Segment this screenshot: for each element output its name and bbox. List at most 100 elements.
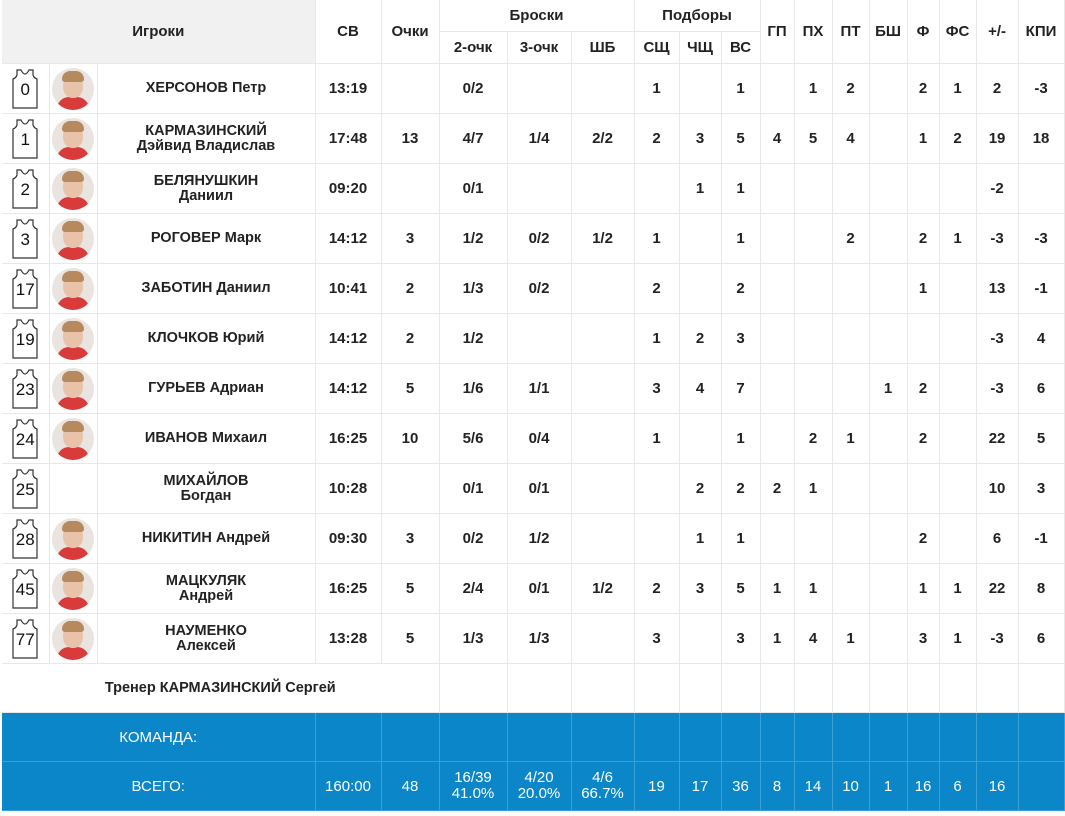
player-three-pt: 1/4	[507, 113, 572, 164]
player-two-pt: 0/2	[439, 513, 508, 564]
player-fouls	[907, 463, 940, 514]
player-turnovers: 2	[832, 63, 870, 114]
totals-assists: 8	[760, 761, 795, 811]
player-row[interactable]: 17 ЗАБОТИН Даниил 10:41 2 1/3 0/2 2 2 1 13 -1	[2, 263, 1065, 314]
player-name-cell[interactable]: КАРМАЗИНСКИЙ Дэйвид Владислав	[97, 113, 316, 164]
player-turnovers	[832, 263, 870, 314]
player-last-name[interactable]: НИКИТИН Андрей	[141, 530, 271, 546]
player-name-cell[interactable]: ЗАБОТИН Даниил	[97, 263, 316, 314]
player-assists	[760, 163, 795, 214]
jersey-icon: 23	[12, 368, 38, 409]
player-row[interactable]: 77 НАУМЕНКО Алексей 13:28 5 1/3 1/3 3 3 1 4 1 3 1 -3 6	[2, 613, 1065, 664]
player-row[interactable]: 19 КЛОЧКОВ Юрий 14:12 2 1/2 1 2 3 -3 4	[2, 313, 1065, 364]
player-steals	[794, 213, 833, 264]
player-fouls: 3	[907, 613, 940, 664]
photo-cell	[49, 213, 98, 264]
player-first-name[interactable]: Даниил	[178, 187, 234, 204]
player-first-name[interactable]: Богдан	[180, 487, 232, 504]
totals-steals: 14	[794, 761, 833, 811]
player-last-name[interactable]: МАЦКУЛЯК	[165, 572, 247, 589]
player-name-cell[interactable]: БЕЛЯНУШКИН Даниил	[97, 163, 316, 214]
player-first-name[interactable]: Дэйвид Владислав	[136, 137, 276, 154]
jersey-number: 19	[15, 329, 35, 349]
player-free-throws	[571, 613, 635, 664]
player-row[interactable]: 25 МИХАЙЛОВ Богдан 10:28 0/1 0/1 2 2 2 1 10 3	[2, 463, 1065, 514]
player-row[interactable]: 1 КАРМАЗИНСКИЙ Дэйвид Владислав 17:48 13 4/7 1…	[2, 113, 1065, 164]
coach-name: Тренер КАРМАЗИНСКИЙ Сергей	[2, 663, 440, 713]
player-name-cell[interactable]: МИХАЙЛОВ Богдан	[97, 463, 316, 514]
totals-blocks: 1	[869, 761, 908, 811]
player-last-name[interactable]: РОГОВЕР Марк	[150, 230, 262, 246]
player-last-name[interactable]: НАУМЕНКО	[165, 622, 247, 639]
player-fouls-drawn	[939, 513, 977, 564]
player-time: 14:12	[315, 363, 382, 414]
player-last-name[interactable]: ЗАБОТИН Даниил	[141, 280, 271, 296]
player-fouls: 2	[907, 413, 940, 464]
player-total-reb: 3	[721, 613, 761, 664]
jersey-cell: 17	[2, 263, 50, 314]
player-off-reb: 3	[679, 113, 722, 164]
player-three-pt	[507, 313, 572, 364]
player-name-cell[interactable]: НАУМЕНКО Алексей	[97, 613, 316, 664]
jersey-icon: 77	[12, 618, 38, 659]
player-name-cell[interactable]: НИКИТИН Андрей	[97, 513, 316, 564]
player-last-name[interactable]: КЛОЧКОВ Юрий	[147, 330, 265, 346]
player-def-reb: 1	[634, 63, 680, 114]
player-name-cell[interactable]: РОГОВЕР Марк	[97, 213, 316, 264]
player-fouls-drawn	[939, 413, 977, 464]
jersey-number: 25	[15, 479, 35, 499]
photo-cell	[49, 613, 98, 664]
player-off-reb	[679, 413, 722, 464]
player-last-name[interactable]: ГУРЬЕВ Адриан	[148, 380, 264, 396]
player-row[interactable]: 0 ХЕРСОНОВ Петр 13:19 0/2 1 1 1 2 2 1 2 -3	[2, 63, 1065, 114]
player-name-cell[interactable]: ГУРЬЕВ Адриан	[97, 363, 316, 414]
player-last-name[interactable]: ХЕРСОНОВ Петр	[145, 80, 267, 96]
player-blocks	[869, 113, 908, 164]
player-points	[381, 63, 440, 114]
player-steals	[794, 163, 833, 214]
photo-cell	[49, 113, 98, 164]
player-row[interactable]: 2 БЕЛЯНУШКИН Даниил 09:20 0/1 1 1 -2	[2, 163, 1065, 214]
player-efficiency: -3	[1018, 213, 1065, 264]
header-def-reb: СЩ	[634, 31, 680, 64]
player-last-name[interactable]: МИХАЙЛОВ	[163, 472, 249, 489]
header-turnovers: ПТ	[832, 0, 870, 64]
player-name-cell[interactable]: ХЕРСОНОВ Петр	[97, 63, 316, 114]
header-plus-minus: +/-	[976, 0, 1019, 64]
player-turnovers: 4	[832, 113, 870, 164]
player-last-name[interactable]: ИВАНОВ Михаил	[144, 430, 268, 446]
player-name-cell[interactable]: МАЦКУЛЯК Андрей	[97, 563, 316, 614]
player-plus-minus: 22	[976, 413, 1019, 464]
jersey-cell: 25	[2, 463, 50, 514]
player-first-name[interactable]: Андрей	[178, 587, 234, 604]
header-shots: Броски	[439, 0, 635, 32]
player-total-reb: 5	[721, 113, 761, 164]
player-last-name[interactable]: КАРМАЗИНСКИЙ	[145, 122, 267, 139]
player-avatar	[52, 67, 94, 110]
player-last-name[interactable]: БЕЛЯНУШКИН	[153, 172, 259, 189]
player-row[interactable]: 45 МАЦКУЛЯК Андрей 16:25 5 2/4 0/1 1/2 2 3 5 1 1 1 1 22…	[2, 563, 1065, 614]
player-row[interactable]: 23 ГУРЬЕВ Адриан 14:12 5 1/6 1/1 3 4 7 1 2 -3 6	[2, 363, 1065, 414]
header-total-reb: ВС	[721, 31, 761, 64]
player-fouls: 1	[907, 263, 940, 314]
player-turnovers	[832, 513, 870, 564]
player-avatar	[52, 567, 94, 610]
player-row[interactable]: 28 НИКИТИН Андрей 09:30 3 0/2 1/2 1 1 2 6 -1	[2, 513, 1065, 564]
player-row[interactable]: 24 ИВАНОВ Михаил 16:25 10 5/6 0/4 1 1 2 1 2 22 5	[2, 413, 1065, 464]
player-name-cell[interactable]: КЛОЧКОВ Юрий	[97, 313, 316, 364]
player-total-reb: 3	[721, 313, 761, 364]
player-def-reb: 2	[634, 113, 680, 164]
player-name-cell[interactable]: ИВАНОВ Михаил	[97, 413, 316, 464]
player-def-reb: 3	[634, 363, 680, 414]
player-def-reb: 1	[634, 313, 680, 364]
player-steals: 5	[794, 113, 833, 164]
header-off-reb: ЧЩ	[679, 31, 722, 64]
player-efficiency: 3	[1018, 463, 1065, 514]
jersey-number: 3	[20, 229, 30, 249]
totals-fouls: 16	[907, 761, 940, 811]
header-assists: ГП	[760, 0, 795, 64]
header-fouls: Ф	[907, 0, 940, 64]
player-two-pt: 4/7	[439, 113, 508, 164]
player-row[interactable]: 3 РОГОВЕР Марк 14:12 3 1/2 0/2 1/2 1 1 2 2 1 -3 -3	[2, 213, 1065, 264]
player-first-name[interactable]: Алексей	[176, 637, 236, 654]
